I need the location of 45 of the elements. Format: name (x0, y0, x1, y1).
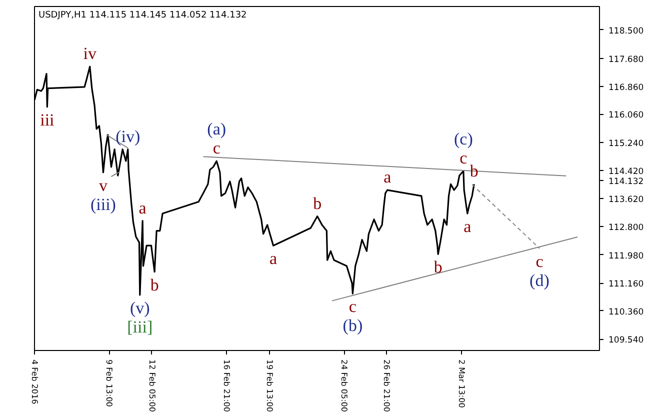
annotation: a (384, 168, 392, 187)
y-tick-label: 111.160 (608, 280, 644, 290)
annotation: (iv) (116, 126, 140, 146)
y-tick-label: 109.540 (608, 336, 644, 346)
y-tick-label: 115.240 (608, 138, 644, 149)
y-tick-label: 112.800 (608, 223, 644, 234)
x-tick-label: 16 Feb 21:00 (222, 360, 232, 412)
annotation: a (270, 249, 278, 268)
annotation: (d) (530, 270, 550, 290)
annotation: (a) (207, 120, 226, 139)
x-tick-label: 26 Feb 21:00 (382, 360, 392, 412)
x-tick-label: 2 Mar 13:00 (456, 360, 466, 408)
y-tick-label: 114.420 (608, 167, 644, 178)
annotation: (c) (454, 130, 473, 149)
annotation: (b) (342, 316, 363, 336)
y-tick-label: 111.980 (608, 251, 644, 262)
y-tick-label: 116.060 (608, 110, 644, 121)
annotation: c (212, 138, 221, 158)
x-tick-label: 19 Feb 13:00 (264, 360, 274, 412)
annotation: a (464, 217, 472, 236)
annotation: c (460, 148, 468, 168)
x-tick-label: 24 Feb 05:00 (340, 360, 349, 412)
text: USDJPY,H1 114.115 114.145 114.052 114.132 (38, 10, 247, 20)
annotation: a (138, 198, 147, 218)
y-tick-label: 117.680 (608, 54, 644, 65)
x-tick-label: 12 Feb 05:00 (147, 360, 156, 412)
y-tick-label: 114.132 (608, 177, 644, 188)
y-tick-label: 116.860 (608, 83, 644, 94)
annotation: (v) (130, 298, 150, 318)
annotation: c (536, 252, 544, 271)
x-tick-label: 9 Feb 13:00 (104, 360, 114, 407)
annotation: iii (40, 110, 55, 130)
y-tick-label: 110.360 (608, 307, 644, 318)
annotation: iv (83, 44, 97, 64)
annotation: b (150, 275, 159, 294)
y-tick-label: 113.620 (608, 194, 644, 205)
annotation: b (313, 194, 322, 213)
annotation: b (470, 162, 478, 181)
annotation: b (434, 258, 442, 277)
annotation: v (98, 176, 108, 195)
x-tick-label: 4 Feb 2016 (30, 360, 39, 404)
y-tick-label: 118.500 (608, 26, 644, 36)
annotation: c (348, 297, 357, 316)
annotation: [iii] (127, 317, 153, 336)
annotation: (iii) (90, 194, 116, 214)
